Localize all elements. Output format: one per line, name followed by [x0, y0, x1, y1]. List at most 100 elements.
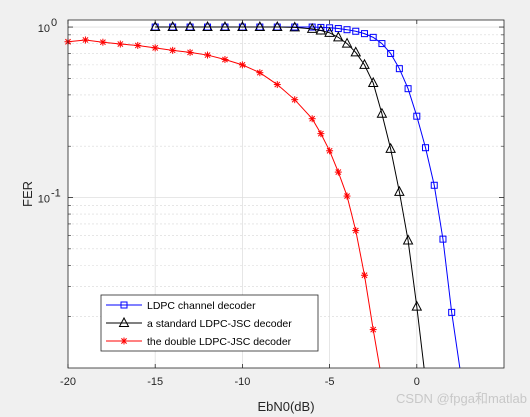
data-point	[221, 56, 229, 64]
data-point	[254, 20, 266, 32]
data-point	[352, 27, 360, 35]
series-line	[155, 26, 425, 368]
data-point	[411, 300, 423, 311]
data-point	[326, 147, 334, 155]
star-stroke	[344, 193, 350, 200]
data-point	[350, 46, 362, 57]
data-point	[332, 31, 344, 42]
ticks	[67, 20, 504, 368]
star-stroke	[335, 169, 342, 176]
data-point	[219, 20, 231, 32]
star-stroke	[352, 227, 359, 234]
data-point	[369, 33, 377, 41]
data-point	[238, 61, 246, 69]
data-point	[360, 30, 368, 38]
data-point	[439, 235, 447, 243]
data-point	[430, 181, 438, 189]
data-point	[352, 227, 360, 235]
star-stroke	[256, 69, 263, 76]
star-stroke	[134, 42, 141, 49]
x-tick-label: -20	[60, 376, 76, 388]
series-3	[64, 36, 381, 368]
data-point	[186, 48, 194, 56]
data-point	[369, 326, 377, 334]
y-tick-label: 10 -1	[38, 188, 61, 206]
data-point	[308, 115, 316, 123]
y-tick-label-exponent: 0	[51, 17, 57, 29]
series-layer	[64, 20, 461, 368]
data-point	[367, 76, 379, 87]
legend-marker	[120, 301, 128, 309]
star-stroke	[82, 37, 89, 43]
data-point	[289, 21, 301, 32]
star-stroke	[222, 56, 228, 63]
data-point	[378, 40, 386, 48]
legend-marker	[120, 337, 128, 345]
data-point	[387, 49, 395, 57]
data-point	[359, 58, 370, 69]
legend-label: a standard LDPC-JSC decoder	[147, 318, 292, 330]
data-point	[184, 20, 196, 32]
star-stroke	[370, 326, 377, 333]
star-stroke	[326, 147, 333, 154]
y-tick-label-base: 10	[38, 23, 50, 35]
x-tick-label: -10	[234, 376, 250, 388]
data-point	[134, 41, 142, 49]
star-stroke	[117, 41, 124, 47]
data-point	[291, 96, 299, 104]
data-point	[116, 40, 124, 48]
data-point	[202, 20, 213, 32]
star-stroke	[169, 47, 176, 54]
data-point	[324, 26, 335, 37]
series-2	[149, 20, 425, 368]
data-point	[385, 142, 396, 153]
x-tick-label: -15	[147, 376, 163, 388]
y-tick-label-base: 10	[38, 194, 50, 206]
y-tick-label: 100	[38, 17, 57, 35]
data-point	[395, 65, 403, 73]
data-point	[81, 36, 89, 44]
y-tick-label-exponent: -1	[51, 188, 61, 200]
watermark: CSDN @fpga和matlab	[396, 391, 527, 406]
data-point	[237, 20, 248, 32]
data-point	[376, 107, 388, 118]
legend-entry-2: a standard LDPC-JSC decoder	[106, 316, 292, 330]
legend-marker	[118, 316, 130, 327]
data-point	[394, 185, 405, 196]
star-stroke	[274, 81, 281, 88]
data-point	[151, 44, 159, 52]
star-stroke	[187, 49, 194, 56]
y-axis-label: FER	[20, 181, 35, 207]
legend-label: LDPC channel decoder	[147, 300, 256, 312]
data-point	[404, 85, 412, 93]
data-point	[334, 168, 342, 176]
data-point	[422, 144, 430, 152]
data-point	[343, 192, 351, 200]
data-point	[326, 24, 334, 32]
star-stroke	[317, 130, 324, 137]
data-point	[271, 20, 283, 32]
x-axis-label: EbN0(dB)	[257, 399, 314, 414]
star-stroke	[99, 39, 106, 46]
star-stroke	[204, 52, 211, 59]
legend-entry-1: LDPC channel decoder	[106, 300, 256, 312]
star-stroke	[361, 272, 368, 279]
x-tick-label: 0	[414, 376, 420, 388]
data-point	[99, 38, 107, 46]
legend-label: the double LDPC-JSC decoder	[147, 336, 292, 348]
star-stroke	[291, 96, 298, 103]
data-point	[360, 271, 368, 279]
star-stroke	[121, 338, 127, 344]
axes-box	[67, 19, 505, 369]
star-stroke	[152, 44, 159, 51]
star-stroke	[239, 61, 246, 68]
legend-entry-3: the double LDPC-JSC decoder	[106, 336, 292, 348]
data-point	[306, 22, 318, 33]
data-point	[204, 51, 212, 59]
data-point	[413, 112, 421, 120]
legend: LDPC channel decoder a standard LDPC-JSC …	[100, 294, 319, 352]
data-point	[341, 37, 353, 48]
data-point	[149, 20, 161, 32]
